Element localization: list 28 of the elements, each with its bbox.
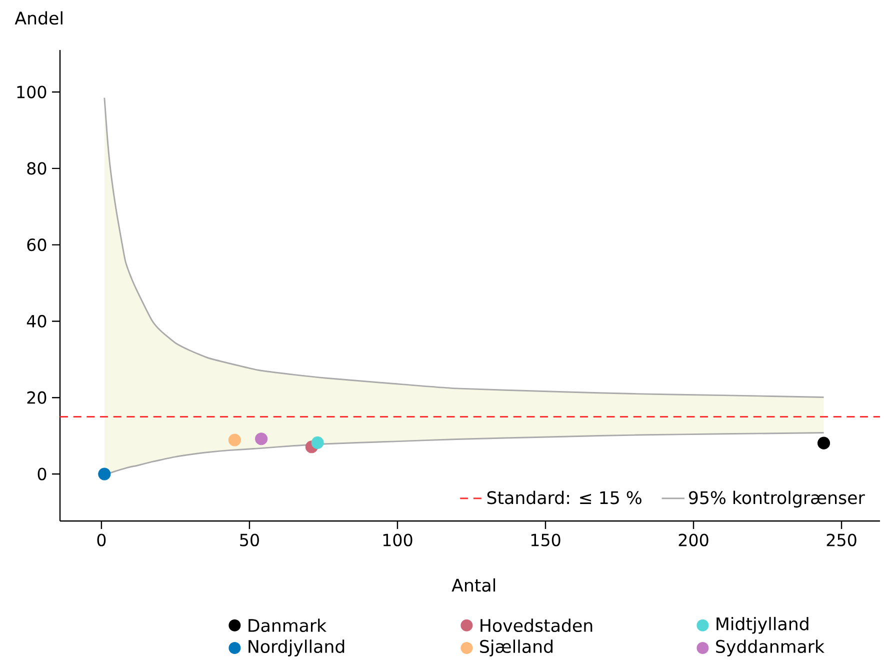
x-tick-label: 50: [240, 534, 259, 546]
x-tick-label: 150: [531, 534, 560, 546]
legend-label: Midtjylland: [716, 616, 808, 634]
point: [98, 468, 111, 480]
y-tick-label: 20: [27, 391, 46, 404]
legend-label: Danmark: [248, 618, 327, 632]
y-axis-title: Andel: [14, 11, 62, 25]
point: [255, 432, 268, 446]
y-tick-label: 100: [17, 86, 46, 98]
y-tick-label: 60: [27, 238, 46, 252]
legend-label: Syddanmark: [716, 640, 824, 656]
y-tick-label: 0: [38, 468, 46, 480]
legend-label: Sjælland: [480, 640, 552, 656]
point: [228, 434, 241, 446]
legend-label: 95% kontrolgrænser: [689, 490, 865, 508]
y-tick-label: 40: [26, 314, 46, 328]
point: [817, 436, 830, 450]
line-series: [104, 97, 825, 398]
point: [311, 436, 324, 449]
x-tick-label: 200: [678, 534, 708, 546]
y-tick-label: 80: [27, 162, 46, 175]
x-tick-label: 0: [97, 534, 106, 546]
x-tick-label: 250: [826, 534, 856, 546]
legend-label: Nordjylland: [248, 640, 344, 656]
x-axis-title: Antal: [452, 578, 496, 592]
legend-label: Standard: ≤ 15 %: [487, 490, 642, 504]
x-tick-label: 100: [383, 534, 412, 546]
legend-label: Hovedstaden: [480, 618, 592, 632]
